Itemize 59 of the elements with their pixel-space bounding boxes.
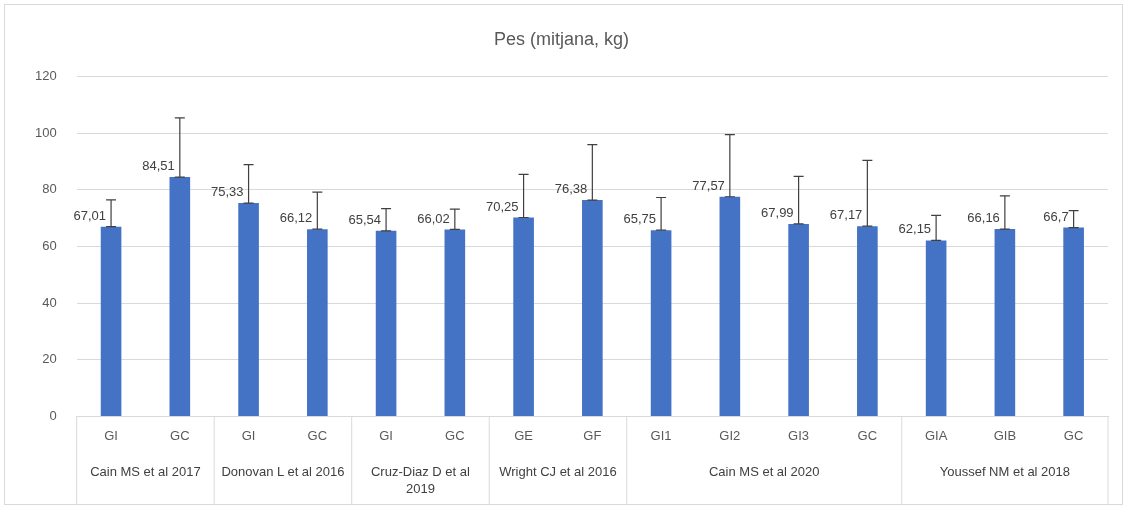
bar [719, 196, 741, 416]
text: Wright CJ et al 2016 [499, 464, 617, 480]
bar [444, 229, 466, 416]
data-label: 66,02 [417, 210, 450, 226]
data-label: 76,38 [554, 181, 588, 197]
text: Youssef NM et al 2018 [939, 464, 1071, 480]
data-label: 65,54 [348, 211, 382, 227]
data-label: 75,33 [211, 184, 244, 200]
bar [650, 230, 672, 416]
data-label: 66,7 [1043, 208, 1069, 224]
x-tick-label: GC [170, 427, 190, 443]
x-tick-label: GF [583, 427, 602, 443]
data-label: 77,57 [692, 177, 725, 193]
data-label: 70,25 [486, 198, 519, 214]
x-tick-label: GC [445, 427, 465, 443]
bar [1063, 227, 1084, 416]
y-tick-label: 120 [34, 68, 57, 84]
data-label: 67,01 [73, 207, 107, 223]
data-label: 67,99 [761, 204, 794, 220]
bar [238, 203, 259, 416]
data-label: 66,12 [279, 210, 313, 226]
bar [169, 177, 191, 416]
data-label: 62,15 [898, 221, 932, 237]
y-tick-label: 80 [42, 181, 57, 197]
data-label: 66,16 [967, 210, 1000, 226]
bar [582, 200, 603, 416]
x-tick-label: GI [241, 427, 256, 443]
y-tick-label: 20 [42, 351, 57, 367]
data-label: 65,75 [623, 211, 657, 227]
bar [100, 226, 122, 416]
bar [513, 217, 534, 416]
bar [925, 240, 947, 416]
text: Cain MS et al 2020 [708, 464, 820, 480]
text: Donovan L et al 2016 [221, 464, 345, 480]
x-tick-label: GI1 [650, 427, 672, 443]
x-tick-label: GI3 [788, 427, 810, 443]
y-tick-label: 40 [42, 294, 57, 310]
x-tick-label: GC [307, 427, 328, 443]
x-tick-label: GI2 [719, 427, 741, 443]
x-tick-label: GIA [924, 427, 948, 443]
data-label: 84,51 [142, 158, 175, 174]
x-tick-label: GI [379, 427, 393, 443]
chart-title: Pes (mitjana, kg) [493, 28, 630, 49]
data-label: 67,17 [829, 207, 863, 223]
bar [788, 223, 809, 416]
bar [994, 229, 1016, 416]
x-tick-label: GI [104, 427, 118, 443]
bar [857, 226, 878, 416]
y-tick-label: 60 [42, 238, 57, 254]
bar [307, 229, 328, 416]
x-tick-label: GE [514, 427, 534, 443]
y-tick-label: 100 [34, 124, 57, 140]
y-tick-label: 0 [49, 407, 57, 423]
x-tick-label: GC [1063, 427, 1084, 443]
x-tick-label: GC [857, 427, 878, 443]
x-tick-label: GIB [993, 427, 1017, 443]
text: Cruz-Diaz D et al 2019 [370, 464, 471, 497]
bar [375, 230, 397, 416]
text: Cain MS et al 2017 [90, 464, 201, 480]
